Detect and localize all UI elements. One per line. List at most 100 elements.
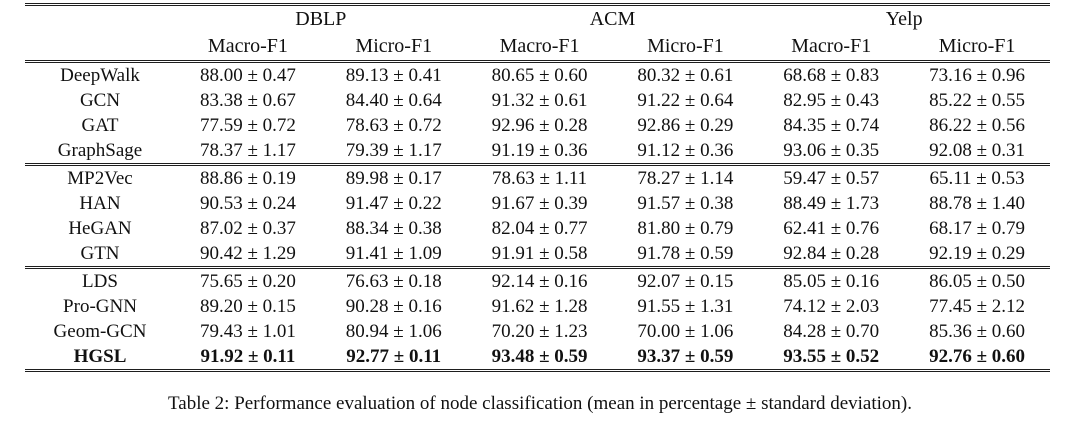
metric-cell: 92.96 ± 0.28 bbox=[491, 115, 588, 136]
method-label: GAT bbox=[81, 115, 119, 136]
metric-cell: 70.20 ± 1.23 bbox=[491, 321, 588, 342]
metric-cell: 68.17 ± 0.79 bbox=[929, 218, 1026, 239]
metric-cell: 90.42 ± 1.29 bbox=[175, 241, 321, 269]
table-row: DeepWalk 88.00 ± 0.47 89.13 ± 0.41 80.65 ± … bbox=[25, 62, 1050, 89]
metric-cell: 93.06 ± 0.35 bbox=[758, 138, 905, 166]
metric-cell: 91.57 ± 0.38 bbox=[637, 193, 734, 214]
metric-cell: 93.37 ± 0.59 bbox=[637, 346, 734, 367]
metric-cell: 91.55 ± 1.31 bbox=[637, 296, 734, 317]
metric-header-row: Macro-F1 Micro-F1 Macro-F1 Micro-F1 Macr… bbox=[25, 33, 1050, 63]
col-header-acm-macro-f1: Macro-F1 bbox=[466, 33, 613, 63]
table-caption: Table 2: Performance evaluation of node … bbox=[168, 393, 912, 414]
metric-cell: 82.95 ± 0.43 bbox=[783, 90, 880, 111]
metric-cell: 92.86 ± 0.29 bbox=[637, 115, 734, 136]
metric-cell: 90.53 ± 0.24 bbox=[199, 193, 296, 214]
metric-cell: 92.08 ± 0.31 bbox=[904, 138, 1050, 166]
table-row: HAN 90.53 ± 0.24 91.47 ± 0.22 91.67 ± 0.39 9… bbox=[25, 191, 1050, 216]
metric-cell: 78.37 ± 1.17 bbox=[175, 138, 321, 166]
method-label: GTN bbox=[25, 241, 175, 269]
metric-cell: 83.38 ± 0.67 bbox=[199, 90, 296, 111]
metric-cell: 91.22 ± 0.64 bbox=[637, 90, 734, 111]
metric-cell: 78.63 ± 1.11 bbox=[491, 168, 588, 189]
metric-cell: 91.62 ± 1.28 bbox=[491, 296, 588, 317]
metric-cell: 79.43 ± 1.01 bbox=[199, 321, 296, 342]
method-label: HAN bbox=[79, 193, 121, 214]
metric-cell: 62.41 ± 0.76 bbox=[783, 218, 880, 239]
col-header-yelp-macro-f1: Macro-F1 bbox=[758, 33, 905, 63]
column-group-acm: ACM bbox=[589, 8, 636, 30]
method-label: HGSL bbox=[73, 346, 127, 367]
metric-cell: 88.78 ± 1.40 bbox=[929, 193, 1026, 214]
col-header-dblp-micro-f1: Micro-F1 bbox=[320, 33, 467, 63]
column-group-dblp: DBLP bbox=[295, 8, 347, 30]
method-label: LDS bbox=[82, 271, 118, 292]
metric-cell: 84.28 ± 0.70 bbox=[783, 321, 880, 342]
metric-cell: 85.05 ± 0.16 bbox=[783, 271, 880, 292]
metric-cell: 88.86 ± 0.19 bbox=[199, 168, 296, 189]
metric-cell: 92.19 ± 0.29 bbox=[904, 241, 1050, 269]
metric-cell: 89.20 ± 0.15 bbox=[199, 296, 296, 317]
table-header: DBLP ACM Yelp Macro-F1 Micro-F1 Macro-F1… bbox=[25, 5, 1050, 63]
metric-cell: 91.92 ± 0.11 bbox=[200, 346, 296, 367]
col-header-dblp-macro-f1: Macro-F1 bbox=[175, 33, 321, 63]
method-label: MP2Vec bbox=[67, 168, 133, 189]
method-label: Geom-GCN bbox=[53, 321, 147, 342]
metric-cell: 87.02 ± 0.37 bbox=[199, 218, 296, 239]
col-header-acm-micro-f1: Micro-F1 bbox=[612, 33, 759, 63]
metric-cell: 86.22 ± 0.56 bbox=[929, 115, 1026, 136]
table-row: GTN 90.42 ± 1.29 91.41 ± 1.09 91.91 ± 0.58 9… bbox=[25, 241, 1050, 269]
metric-cell: 78.63 ± 0.72 bbox=[345, 115, 442, 136]
col-header-yelp-micro-f1: Micro-F1 bbox=[904, 33, 1050, 63]
metric-cell: 93.48 ± 0.59 bbox=[491, 346, 588, 367]
corner-cell bbox=[25, 5, 175, 34]
metric-cell: 92.77 ± 0.11 bbox=[346, 346, 442, 367]
metric-cell: 73.16 ± 0.96 bbox=[929, 65, 1026, 86]
metric-cell: 78.27 ± 1.14 bbox=[637, 168, 734, 189]
method-label: GraphSage bbox=[25, 138, 175, 166]
dataset-group-header-row: DBLP ACM Yelp bbox=[25, 5, 1050, 34]
table-body: DeepWalk 88.00 ± 0.47 89.13 ± 0.41 80.65 ± … bbox=[25, 62, 1050, 371]
table-row: GCN 83.38 ± 0.67 84.40 ± 0.64 91.32 ± 0.61 9… bbox=[25, 88, 1050, 113]
corner-cell bbox=[25, 33, 175, 63]
table-row: GAT 77.59 ± 0.72 78.63 ± 0.72 92.96 ± 0.28 9… bbox=[25, 113, 1050, 138]
metric-cell: 92.76 ± 0.60 bbox=[929, 346, 1026, 367]
method-label: GCN bbox=[79, 90, 121, 111]
metric-cell: 93.55 ± 0.52 bbox=[783, 346, 880, 367]
method-label: Pro-GNN bbox=[63, 296, 137, 317]
method-label: DeepWalk bbox=[60, 65, 140, 86]
metric-cell: 80.32 ± 0.61 bbox=[637, 65, 734, 86]
metric-cell: 80.94 ± 1.06 bbox=[345, 321, 442, 342]
metric-cell: 75.65 ± 0.20 bbox=[199, 271, 296, 292]
metric-cell: 86.05 ± 0.50 bbox=[929, 271, 1026, 292]
metric-cell: 91.32 ± 0.61 bbox=[491, 90, 588, 111]
table-row: Pro-GNN 89.20 ± 0.15 90.28 ± 0.16 91.62 ± 1… bbox=[25, 294, 1050, 319]
metric-cell: 74.12 ± 2.03 bbox=[783, 296, 880, 317]
metric-cell: 91.19 ± 0.36 bbox=[466, 138, 613, 166]
metric-cell: 77.59 ± 0.72 bbox=[199, 115, 296, 136]
metric-cell: 77.45 ± 2.12 bbox=[929, 296, 1026, 317]
metric-cell: 89.13 ± 0.41 bbox=[345, 65, 442, 86]
metric-cell: 84.35 ± 0.74 bbox=[783, 115, 880, 136]
table-row: Geom-GCN 79.43 ± 1.01 80.94 ± 1.06 70.20 ± … bbox=[25, 319, 1050, 344]
metric-cell: 91.78 ± 0.59 bbox=[612, 241, 759, 269]
metric-cell: 92.14 ± 0.16 bbox=[491, 271, 588, 292]
metric-cell: 59.47 ± 0.57 bbox=[783, 168, 880, 189]
metric-cell: 80.65 ± 0.60 bbox=[491, 65, 588, 86]
metric-cell: 92.07 ± 0.15 bbox=[637, 271, 734, 292]
table-row: HeGAN 87.02 ± 0.37 88.34 ± 0.38 82.04 ± 0.7… bbox=[25, 216, 1050, 241]
metric-cell: 88.34 ± 0.38 bbox=[345, 218, 442, 239]
metric-cell: 85.22 ± 0.55 bbox=[929, 90, 1026, 111]
metric-cell: 81.80 ± 0.79 bbox=[637, 218, 734, 239]
method-label: HeGAN bbox=[68, 218, 132, 239]
metric-cell: 92.84 ± 0.28 bbox=[758, 241, 905, 269]
metric-cell: 84.40 ± 0.64 bbox=[345, 90, 442, 111]
metric-cell: 91.67 ± 0.39 bbox=[491, 193, 588, 214]
table-row: MP2Vec 88.86 ± 0.19 89.98 ± 0.17 78.63 ± 1.… bbox=[25, 165, 1050, 192]
metric-cell: 88.00 ± 0.47 bbox=[199, 65, 296, 86]
metric-cell: 89.98 ± 0.17 bbox=[345, 168, 442, 189]
metric-cell: 91.12 ± 0.36 bbox=[612, 138, 759, 166]
table-row: HGSL 91.92 ± 0.11 92.77 ± 0.11 93.48 ± 0.59… bbox=[25, 344, 1050, 371]
metric-cell: 68.68 ± 0.83 bbox=[783, 65, 880, 86]
metric-cell: 70.00 ± 1.06 bbox=[637, 321, 734, 342]
